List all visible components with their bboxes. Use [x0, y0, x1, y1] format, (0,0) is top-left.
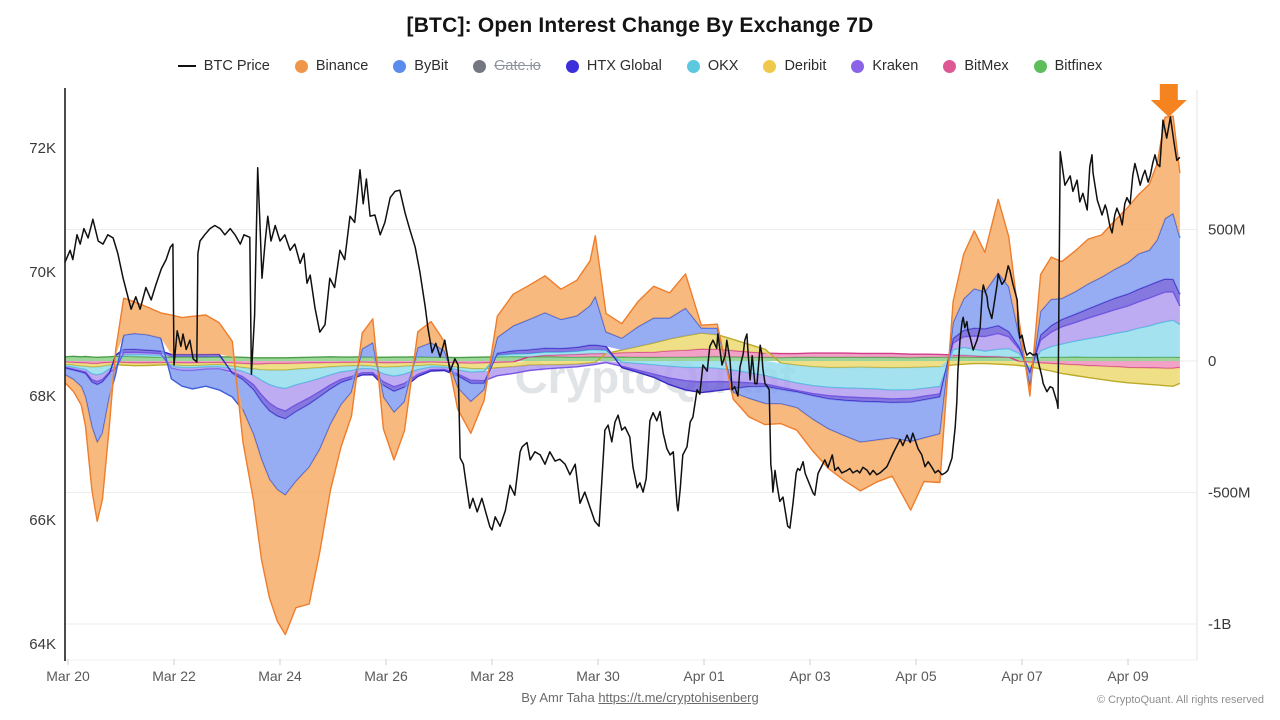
- left-tick-64K: 64K: [29, 636, 56, 653]
- legend-label-deribit: Deribit: [784, 58, 827, 74]
- byline-text: By Amr Taha: [521, 690, 599, 705]
- byline: By Amr Taha https://t.me/cryptohisenberg: [0, 690, 1280, 705]
- x-tick-apr-03: Apr 03: [789, 668, 830, 684]
- x-tick-mar-28: Mar 28: [470, 668, 514, 684]
- legend-item-gate-io[interactable]: Gate.io: [473, 58, 541, 74]
- legend-item-bitmex[interactable]: BitMex: [943, 58, 1009, 74]
- legend-item-kraken[interactable]: Kraken: [851, 58, 918, 74]
- x-tick-mar-20: Mar 20: [46, 668, 90, 684]
- line-marker-btc-price: [177, 65, 196, 67]
- x-tick-apr-01: Apr 01: [683, 668, 724, 684]
- legend-item-htx-global[interactable]: HTX Global: [565, 58, 662, 74]
- dot-marker-gate-io: [473, 59, 487, 73]
- x-tick-apr-05: Apr 05: [895, 668, 936, 684]
- x-tick-mar-24: Mar 24: [258, 668, 302, 684]
- series-outline-okx: [64, 319, 1181, 391]
- legend-item-bybit[interactable]: ByBit: [393, 58, 448, 74]
- legend-label-bitfinex: Bitfinex: [1054, 58, 1103, 74]
- series-outline-binance: [64, 115, 1181, 636]
- x-tick-apr-07: Apr 07: [1001, 668, 1042, 684]
- dot-marker-bybit: [393, 59, 407, 73]
- byline-link[interactable]: https://t.me/cryptohisenberg: [598, 690, 759, 705]
- right-tick-500M: 500M: [1208, 222, 1246, 239]
- copyright-text: © CryptoQuant. All rights reserved: [1096, 694, 1264, 706]
- dot-marker-kraken: [851, 59, 865, 73]
- legend-label-btc-price: BTC Price: [203, 58, 270, 74]
- x-tick-mar-30: Mar 30: [576, 668, 620, 684]
- legend-label-htx-global: HTX Global: [586, 58, 662, 74]
- right-tick-0: 0: [1208, 353, 1216, 370]
- legend-item-bitfinex[interactable]: Bitfinex: [1033, 58, 1103, 74]
- x-tick-apr-09: Apr 09: [1107, 668, 1148, 684]
- legend-label-okx: OKX: [707, 58, 739, 74]
- page-title: [BTC]: Open Interest Change By Exchange …: [406, 14, 874, 37]
- x-tick-mar-26: Mar 26: [364, 668, 408, 684]
- legend-item-binance[interactable]: Binance: [294, 58, 369, 74]
- left-tick-70K: 70K: [29, 264, 56, 281]
- chart-legend: BTC Price Binance ByBit Gate.io HTX Global OK…: [0, 58, 1280, 74]
- legend-item-deribit[interactable]: Deribit: [763, 58, 826, 74]
- dot-marker-okx: [686, 59, 700, 73]
- dot-marker-htx-global: [565, 59, 579, 73]
- btc-price-line: [64, 116, 1181, 531]
- series-area-bybit: [64, 213, 1180, 496]
- legend-label-bybit: ByBit: [414, 58, 449, 74]
- legend-label-kraken: Kraken: [872, 58, 919, 74]
- legend-item-btc-price[interactable]: BTC Price: [177, 58, 270, 74]
- right-tick--1B: -1B: [1208, 616, 1231, 633]
- legend-label-gate-io: Gate.io: [494, 58, 541, 74]
- dot-marker-bitfinex: [1033, 59, 1047, 73]
- dot-marker-binance: [294, 59, 308, 73]
- left-tick-68K: 68K: [29, 388, 56, 405]
- legend-label-bitmex: BitMex: [964, 58, 1009, 74]
- left-tick-72K: 72K: [29, 140, 56, 157]
- right-tick--500M: -500M: [1208, 485, 1251, 502]
- dot-marker-bitmex: [943, 59, 957, 73]
- dot-marker-deribit: [763, 59, 777, 73]
- x-tick-mar-22: Mar 22: [152, 668, 196, 684]
- legend-label-binance: Binance: [315, 58, 369, 74]
- arrow-down-annotation: [1150, 84, 1187, 117]
- series-area-okx: [64, 320, 1180, 391]
- legend-item-okx[interactable]: OKX: [686, 58, 739, 74]
- series-outline-kraken: [64, 291, 1181, 412]
- series-outline-bybit: [64, 212, 1181, 496]
- series-outline-deribit: [64, 332, 1181, 387]
- left-tick-66K: 66K: [29, 512, 56, 529]
